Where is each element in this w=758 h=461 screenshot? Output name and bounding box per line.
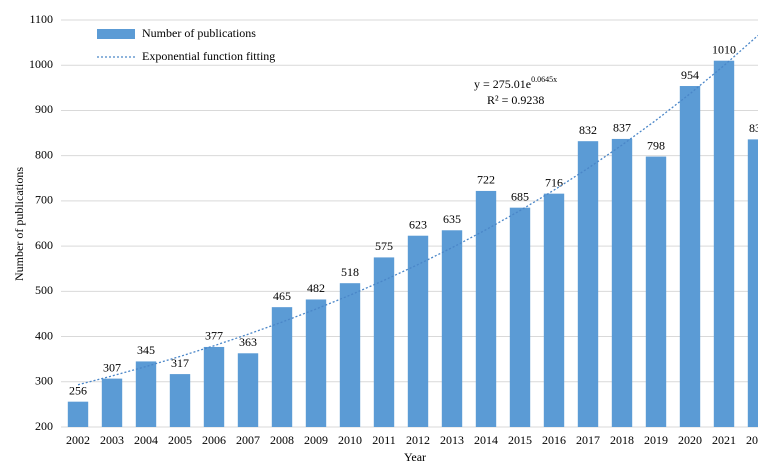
value-label: 518 [341, 265, 359, 279]
equation-exponent: 0.0645x [531, 75, 557, 84]
bar [407, 235, 429, 427]
bar [169, 374, 191, 427]
bar [611, 138, 633, 427]
y-tick-label: 800 [35, 147, 53, 161]
bar [747, 139, 758, 428]
x-tick-label: 2008 [270, 433, 294, 447]
value-label: 377 [205, 329, 223, 343]
x-tick-label: 2004 [134, 433, 158, 447]
fit-line [77, 34, 758, 386]
legend-swatch [97, 29, 135, 39]
y-tick-label: 700 [35, 193, 53, 207]
value-label: 954 [681, 68, 699, 82]
x-tick-label: 2010 [338, 433, 362, 447]
x-tick-label: 2019 [644, 433, 668, 447]
x-tick-label: 2021 [712, 433, 736, 447]
bar [135, 361, 157, 427]
x-tick-label: 2003 [100, 433, 124, 447]
value-label: 798 [647, 138, 665, 152]
x-axis-label: Year [404, 450, 426, 461]
bar [713, 60, 735, 427]
bar [305, 299, 327, 427]
bar [475, 190, 497, 427]
bar [373, 257, 395, 427]
x-tick-label: 2020 [678, 433, 702, 447]
value-label: 832 [579, 123, 597, 137]
bar [101, 378, 123, 427]
x-tick-label: 2006 [202, 433, 226, 447]
value-label: 716 [545, 175, 563, 189]
y-tick-label: 300 [35, 374, 53, 388]
x-tick-label: 2002 [66, 433, 90, 447]
y-tick-label: 600 [35, 238, 53, 252]
bar [67, 401, 89, 427]
bar [509, 207, 531, 427]
y-tick-label: 400 [35, 328, 53, 342]
value-label: 363 [239, 335, 257, 349]
bar [577, 141, 599, 427]
y-tick-label: 500 [35, 283, 53, 297]
r-squared: R² = 0.9238 [487, 93, 544, 107]
bar [543, 193, 565, 427]
y-tick-label: 1100 [29, 12, 53, 26]
bar [203, 346, 225, 427]
bar [679, 86, 701, 427]
y-axis-label: Number of publications [12, 167, 26, 281]
value-label: 685 [511, 189, 529, 203]
value-label: 482 [307, 281, 325, 295]
x-tick-label: 2017 [576, 433, 600, 447]
value-label: 317 [171, 356, 189, 370]
value-label: 345 [137, 343, 155, 357]
bar [237, 353, 259, 427]
x-tick-label: 2009 [304, 433, 328, 447]
value-label: 307 [103, 360, 121, 374]
x-tick-label: 2013 [440, 433, 464, 447]
x-tick-label: 2018 [610, 433, 634, 447]
x-tick-label: 2016 [542, 433, 566, 447]
value-label: 1010 [712, 42, 736, 56]
value-label: 836 [749, 121, 758, 135]
x-tick-label: 2007 [236, 433, 260, 447]
equation: y = 275.01e0.0645x [474, 75, 557, 91]
legend-label: Number of publications [142, 26, 256, 40]
x-tick-label: 2012 [406, 433, 430, 447]
legend-label: Exponential function fitting [142, 49, 275, 63]
equation-base: y = 275.01e [474, 77, 531, 91]
x-tick-label: 2005 [168, 433, 192, 447]
x-tick-label: 2022 [746, 433, 758, 447]
bar [645, 156, 667, 427]
x-tick-label: 2011 [372, 433, 396, 447]
y-tick-label: 900 [35, 102, 53, 116]
y-tick-label: 1000 [29, 57, 53, 71]
x-tick-label: 2014 [474, 433, 498, 447]
bar [441, 230, 463, 427]
bar [271, 307, 293, 427]
value-label: 635 [443, 212, 461, 226]
value-label: 575 [375, 239, 393, 253]
x-tick-label: 2015 [508, 433, 532, 447]
value-label: 465 [273, 289, 291, 303]
value-label: 256 [69, 383, 87, 397]
value-label: 623 [409, 217, 427, 231]
value-label: 722 [477, 173, 495, 187]
y-tick-label: 200 [35, 419, 53, 433]
bar [339, 283, 361, 427]
value-label: 837 [613, 121, 631, 135]
